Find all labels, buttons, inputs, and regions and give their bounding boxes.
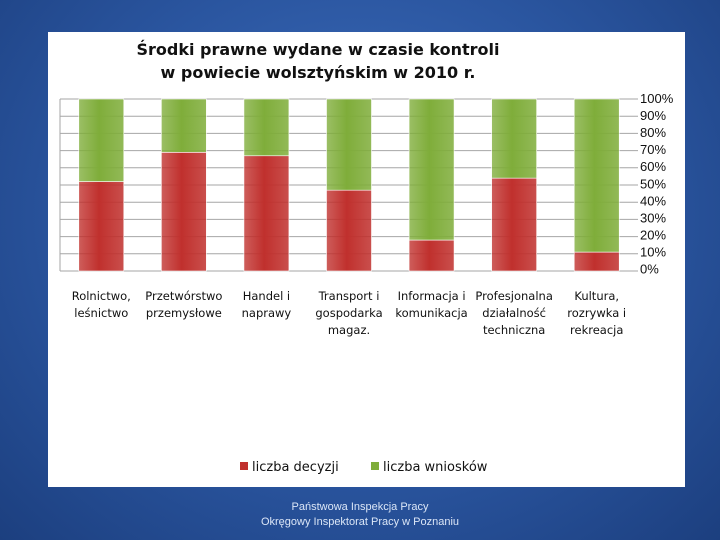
legend-swatch [371,462,379,470]
y-tick-label: 40% [640,193,666,208]
x-tick-label: Rolnictwo, [72,289,131,303]
bar-decyzji [573,251,620,272]
footer-line-1: Państwowa Inspekcja Pracy [291,501,429,513]
x-tick-label: techniczna [483,323,545,337]
x-tick-label: Transport i [318,289,380,303]
x-tick-label: naprawy [242,306,292,320]
x-tick-label: przemysłowe [146,306,222,320]
x-tick-label: rekreacja [570,323,623,337]
y-tick-label: 100% [640,91,674,106]
y-tick-label: 30% [640,210,666,225]
footer-line-2: Okręgowy Inspektorat Pracy w Poznaniu [260,516,460,528]
bar-decyzji [491,177,537,272]
chart-title-line-1: Środki prawne wydane w czasie kontroli [136,40,500,59]
x-tick-label: Handel i [243,289,290,303]
legend-label: liczba decyzji [252,460,339,475]
bar-chart: 100% 90% 80% 70% 60% 50% 40% 30% 20% 10% 0% Rolnic… [59,91,674,475]
x-tick-label: komunikacja [395,306,467,320]
bar-wnioskow [78,98,125,182]
chart-panel: Środki prawne wydane w czasie kontroli w… [48,32,685,487]
chart-title-line-2: w powiecie wolsztyńskim w 2010 r. [160,63,476,82]
x-tick-label: Kultura, [574,289,619,303]
bar-wnioskow [161,98,207,153]
y-tick-label: 10% [640,244,666,259]
bar-decyzji [408,239,455,272]
x-tick-label: Przetwórstwo [145,289,222,303]
legend: liczba decyzji liczba wniosków [240,460,488,475]
y-tick-label: 20% [640,227,666,242]
bar-decyzji [161,152,207,272]
bar-wnioskow [491,98,537,179]
legend-label: liczba wniosków [383,460,488,475]
bar-wnioskow [243,98,290,157]
x-tick-label: rozrywka i [567,306,626,320]
x-tick-label: Informacja i [398,289,466,303]
x-tick-label: leśnictwo [74,306,128,320]
bar-wnioskow [326,98,372,191]
y-tick-label: 60% [640,159,666,174]
y-tick-label: 70% [640,142,666,157]
x-axis-labels: Rolnictwo, leśnictwo Przetwórstwo przemysło… [72,289,626,337]
y-tick-label: 90% [640,108,666,123]
y-tick-label: 0% [640,262,659,277]
bar-wnioskow [573,98,620,253]
y-tick-label: 80% [640,125,666,140]
bar-decyzji [78,181,125,272]
bar-wnioskow [408,98,455,241]
bar-decyzji [326,189,372,272]
bar-series [78,98,620,272]
legend-swatch [240,462,248,470]
y-axis-ticks: 100% 90% 80% 70% 60% 50% 40% 30% 20% 10% 0% [640,91,674,277]
x-tick-label: Profesjonalna [475,289,552,303]
y-tick-label: 50% [640,176,666,191]
x-tick-label: magaz. [328,323,370,337]
x-tick-label: działalność [482,306,546,320]
chart-title: Środki prawne wydane w czasie kontroli w… [48,38,588,84]
footer: Państwowa Inspekcja Pracy Okręgowy Inspe… [0,500,720,530]
x-tick-label: gospodarka [315,306,382,320]
bar-decyzji [243,155,290,272]
